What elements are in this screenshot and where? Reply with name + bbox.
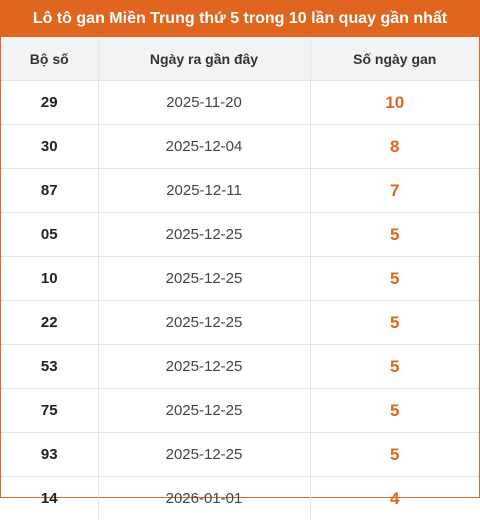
cell-number: 30 bbox=[1, 125, 98, 169]
cell-last-date: 2025-11-20 bbox=[98, 81, 310, 125]
cell-days-gan: 10 bbox=[310, 81, 479, 125]
cell-number: 10 bbox=[1, 257, 98, 301]
header-row: Bộ số Ngày ra gần đây Số ngày gan bbox=[1, 37, 479, 81]
cell-last-date: 2025-12-25 bbox=[98, 213, 310, 257]
cell-last-date: 2025-12-11 bbox=[98, 169, 310, 213]
cell-days-gan: 5 bbox=[310, 301, 479, 345]
cell-last-date: 2025-12-25 bbox=[98, 389, 310, 433]
cell-days-gan: 7 bbox=[310, 169, 479, 213]
cell-last-date: 2025-12-25 bbox=[98, 345, 310, 389]
cell-days-gan: 8 bbox=[310, 125, 479, 169]
header-last-date: Ngày ra gần đây bbox=[98, 37, 310, 81]
cell-number: 22 bbox=[1, 301, 98, 345]
table-header: Bộ số Ngày ra gần đây Số ngày gan bbox=[1, 37, 479, 81]
cell-days-gan: 4 bbox=[310, 477, 479, 520]
cell-days-gan: 5 bbox=[310, 257, 479, 301]
cell-number: 14 bbox=[1, 477, 98, 520]
cell-number: 29 bbox=[1, 81, 98, 125]
header-days-gan: Số ngày gan bbox=[310, 37, 479, 81]
cell-last-date: 2025-12-25 bbox=[98, 257, 310, 301]
cell-days-gan: 5 bbox=[310, 389, 479, 433]
cell-last-date: 2025-12-25 bbox=[98, 301, 310, 345]
lo-gan-table-panel: Lô tô gan Miền Trung thứ 5 trong 10 lần … bbox=[0, 0, 480, 498]
cell-number: 53 bbox=[1, 345, 98, 389]
cell-last-date: 2025-12-04 bbox=[98, 125, 310, 169]
cell-number: 93 bbox=[1, 433, 98, 477]
cell-last-date: 2025-12-25 bbox=[98, 433, 310, 477]
cell-last-date: 2026-01-01 bbox=[98, 477, 310, 520]
header-number: Bộ số bbox=[1, 37, 98, 81]
cell-number: 87 bbox=[1, 169, 98, 213]
table-title: Lô tô gan Miền Trung thứ 5 trong 10 lần … bbox=[1, 1, 479, 37]
cell-number: 05 bbox=[1, 213, 98, 257]
cell-days-gan: 5 bbox=[310, 433, 479, 477]
cell-days-gan: 5 bbox=[310, 213, 479, 257]
cell-number: 75 bbox=[1, 389, 98, 433]
cell-days-gan: 5 bbox=[310, 345, 479, 389]
